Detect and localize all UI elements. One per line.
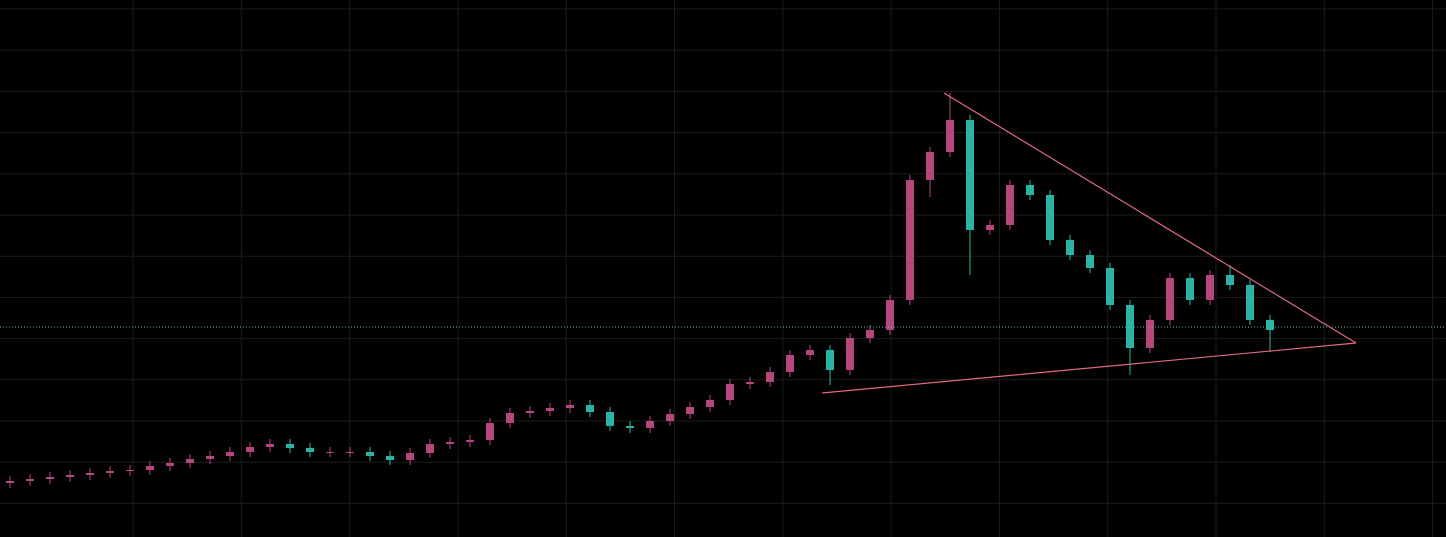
candle-body bbox=[626, 426, 634, 428]
candle-body bbox=[526, 411, 534, 413]
candle-body bbox=[986, 225, 994, 230]
candle-body bbox=[846, 338, 854, 370]
candle-body bbox=[1246, 285, 1254, 320]
candle-body bbox=[746, 382, 754, 384]
candle-body bbox=[906, 180, 914, 300]
candle-body bbox=[1146, 320, 1154, 348]
candle-body bbox=[806, 350, 814, 355]
trendline-upper bbox=[943, 92, 1357, 344]
candle-body bbox=[66, 475, 74, 477]
candle-body bbox=[386, 456, 394, 460]
candle-body bbox=[886, 300, 894, 330]
candle-body bbox=[1266, 320, 1274, 330]
candle-body bbox=[246, 447, 254, 452]
candle-body bbox=[1226, 275, 1234, 285]
trendline-lower bbox=[821, 342, 1357, 394]
candle-body bbox=[1206, 275, 1214, 300]
candle-body bbox=[966, 120, 974, 230]
candle-body bbox=[946, 120, 954, 152]
candle-body bbox=[546, 408, 554, 411]
candle-body bbox=[426, 444, 434, 453]
candle-body bbox=[26, 479, 34, 481]
candle-body bbox=[1166, 278, 1174, 320]
candle-body bbox=[86, 473, 94, 475]
candle-body bbox=[146, 466, 154, 470]
candle-body bbox=[166, 463, 174, 466]
candle-body bbox=[1006, 185, 1014, 225]
candle-body bbox=[326, 452, 334, 453]
candle-body bbox=[1126, 305, 1134, 348]
candle-body bbox=[1066, 240, 1074, 255]
candle-body bbox=[706, 400, 714, 407]
candle-body bbox=[786, 355, 794, 372]
candles bbox=[6, 93, 1274, 488]
candle-body bbox=[6, 481, 14, 483]
candle-body bbox=[266, 444, 274, 447]
candle-body bbox=[126, 470, 134, 471]
candle-body bbox=[866, 330, 874, 338]
candle-body bbox=[1026, 185, 1034, 195]
candle-body bbox=[686, 407, 694, 414]
candle-body bbox=[206, 456, 214, 459]
candle-body bbox=[566, 405, 574, 408]
candle-body bbox=[446, 442, 454, 444]
candle-body bbox=[606, 412, 614, 426]
candle-body bbox=[46, 477, 54, 479]
candle-body bbox=[306, 448, 314, 452]
candle-body bbox=[1106, 268, 1114, 305]
candle-body bbox=[926, 152, 934, 180]
candle-body bbox=[766, 372, 774, 382]
candle-body bbox=[406, 453, 414, 460]
candle-body bbox=[506, 413, 514, 423]
candle-body bbox=[486, 423, 494, 440]
candle-body bbox=[646, 421, 654, 428]
candle-body bbox=[466, 440, 474, 442]
candle-body bbox=[366, 452, 374, 456]
candle-body bbox=[1086, 255, 1094, 268]
candle-body bbox=[726, 384, 734, 400]
candle-body bbox=[826, 350, 834, 370]
candle-body bbox=[586, 405, 594, 412]
candle-body bbox=[186, 459, 194, 463]
candle-body bbox=[666, 414, 674, 421]
candle-body bbox=[106, 471, 114, 473]
candle-body bbox=[1186, 278, 1194, 300]
candle-body bbox=[346, 452, 354, 453]
candle-body bbox=[286, 444, 294, 448]
candle-body bbox=[1046, 195, 1054, 240]
candle-body bbox=[226, 452, 234, 456]
